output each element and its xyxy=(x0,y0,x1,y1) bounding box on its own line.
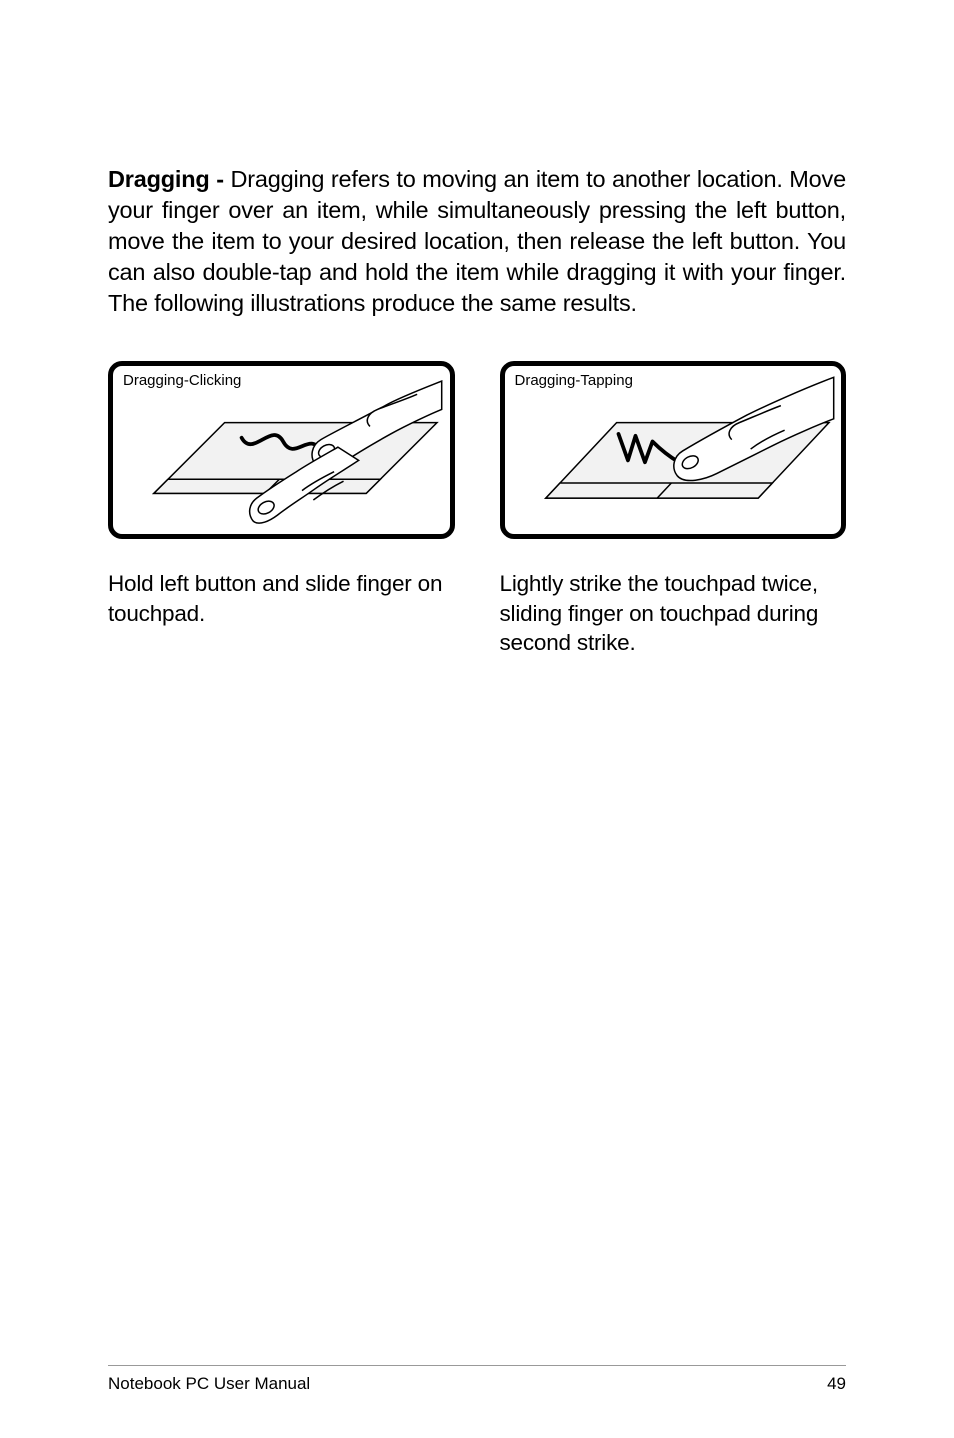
footer-page-number: 49 xyxy=(827,1374,846,1394)
figure-right-caption: Lightly strike the touchpad twice, slidi… xyxy=(500,569,847,658)
paragraph-lead: Dragging - xyxy=(108,166,230,192)
footer-manual-title: Notebook PC User Manual xyxy=(108,1374,310,1394)
page-footer: Notebook PC User Manual 49 xyxy=(108,1365,846,1394)
figure-right-column: Dragging-Tapping xyxy=(500,361,847,658)
figure-right-label: Dragging-Tapping xyxy=(515,372,633,389)
dragging-paragraph: Dragging - Dragging refers to moving an … xyxy=(108,164,846,319)
figure-left-box: Dragging-Clicking xyxy=(108,361,455,539)
figure-left-column: Dragging-Clicking xyxy=(108,361,455,658)
figure-right-box: Dragging-Tapping xyxy=(500,361,847,539)
dragging-tapping-illustration xyxy=(505,366,842,534)
page-content: Dragging - Dragging refers to moving an … xyxy=(0,0,954,658)
dragging-clicking-illustration xyxy=(113,366,450,534)
figure-left-caption: Hold left button and slide finger on tou… xyxy=(108,569,455,628)
figures-row: Dragging-Clicking xyxy=(108,361,846,658)
figure-left-label: Dragging-Clicking xyxy=(123,372,241,389)
